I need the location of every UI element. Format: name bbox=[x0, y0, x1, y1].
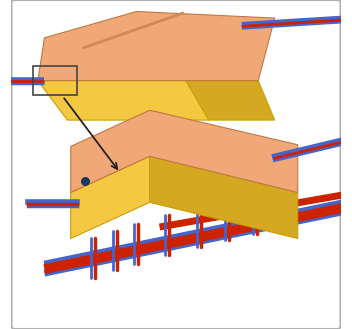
Polygon shape bbox=[38, 81, 209, 120]
FancyBboxPatch shape bbox=[12, 0, 340, 329]
Polygon shape bbox=[186, 81, 275, 120]
Bar bbox=[33, 66, 77, 95]
Polygon shape bbox=[71, 156, 150, 239]
Polygon shape bbox=[38, 12, 275, 81]
Polygon shape bbox=[150, 156, 298, 239]
Polygon shape bbox=[71, 110, 298, 192]
